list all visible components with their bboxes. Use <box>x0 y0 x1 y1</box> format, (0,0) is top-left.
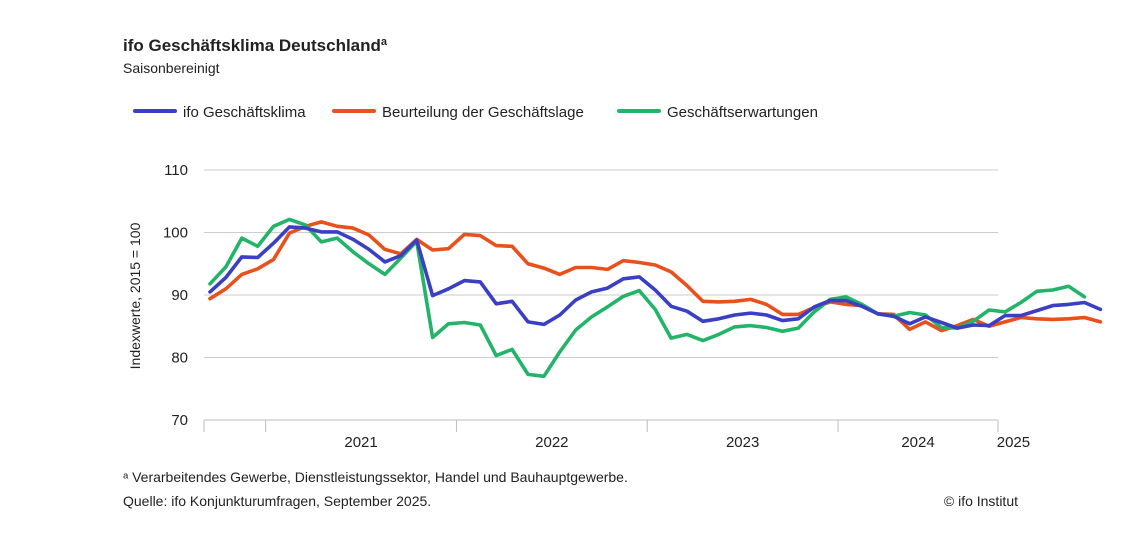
legend-label-geschaeftserwartungen: Geschäftserwartungen <box>667 104 818 121</box>
legend-item-geschaeftserwartungen: Geschäftserwartungen <box>617 104 818 121</box>
series-lines <box>208 217 1103 379</box>
gridlines <box>204 169 998 421</box>
legend-label-geschaeftslage: Beurteilung der Geschäftslage <box>382 104 584 121</box>
footnote: ᵃ Verarbeitendes Gewerbe, Dienstleistung… <box>123 469 628 485</box>
x-tick-label: 2021 <box>344 434 377 451</box>
y-axis-ticks: 70 80 90 100 110 <box>163 162 188 429</box>
x-tick-label: 2025 <box>997 434 1030 451</box>
y-tick-label: 80 <box>171 350 188 367</box>
series-geschaeftsklima <box>208 225 1103 330</box>
source-note: Quelle: ifo Konjunkturumfragen, Septembe… <box>123 493 431 509</box>
x-tick-label: 2024 <box>901 434 934 451</box>
x-tick-label: 2023 <box>726 434 759 451</box>
chart-title: ifo Geschäftsklima Deutschlanda <box>123 36 388 55</box>
chart-subtitle: Saisonbereinigt <box>123 60 220 76</box>
legend: ifo Geschäftsklima Beurteilung der Gesch… <box>133 104 818 121</box>
legend-label-geschaeftsklima: ifo Geschäftsklima <box>183 104 306 121</box>
y-tick-label: 110 <box>164 162 188 179</box>
y-axis-title: Indexwerte, 2015 = 100 <box>127 222 143 369</box>
x-tick-label: 2022 <box>535 434 568 451</box>
copyright: © ifo Institut <box>944 493 1018 509</box>
legend-item-geschaeftslage: Beurteilung der Geschäftslage <box>332 104 584 121</box>
y-tick-label: 70 <box>171 412 188 429</box>
y-tick-label: 90 <box>171 287 188 304</box>
series-geschaeftslage <box>208 220 1103 333</box>
x-axis: 2021 2022 2023 2024 2025 <box>203 420 1030 451</box>
y-tick-label: 100 <box>163 225 188 242</box>
series-geschaeftserwartungen <box>208 217 1087 379</box>
legend-item-geschaeftsklima: ifo Geschäftsklima <box>133 104 306 121</box>
